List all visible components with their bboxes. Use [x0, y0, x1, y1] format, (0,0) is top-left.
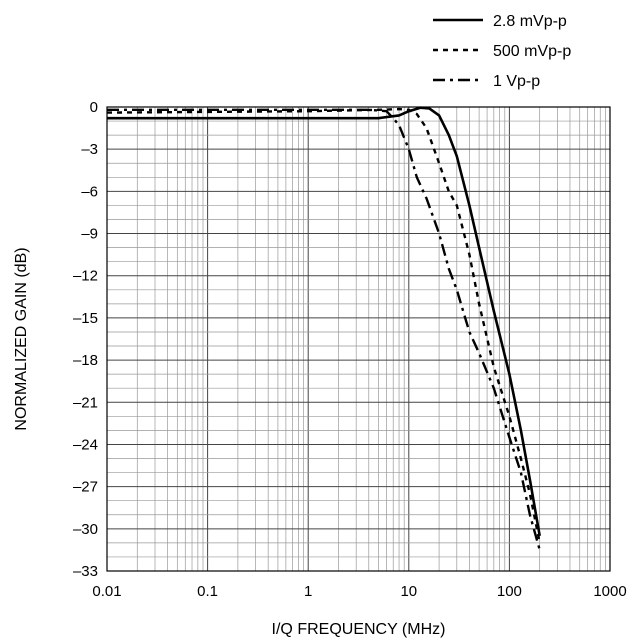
y-tick-label: –24 — [73, 436, 98, 453]
legend: 2.8 mVp-p 500 mVp-p 1 Vp-p — [433, 13, 571, 90]
x-axis-title: I/Q FREQUENCY (MHz) — [272, 621, 446, 638]
plot-frame — [106, 106, 611, 572]
y-tick-label: –21 — [73, 394, 98, 411]
y-tick-label: –27 — [73, 479, 98, 496]
series-line-2 — [106, 107, 541, 544]
x-tick-label: 1000 — [593, 583, 626, 600]
grid-lines — [106, 106, 610, 572]
legend-label-2: 500 mVp-p — [493, 43, 571, 60]
x-tick-label: 1 — [304, 583, 312, 600]
y-tick-label: –15 — [73, 310, 98, 327]
y-tick-label: –9 — [81, 226, 98, 243]
y-tick-label: –6 — [81, 183, 98, 200]
y-tick-label: 0 — [90, 99, 98, 116]
legend-label-1: 2.8 mVp-p — [493, 13, 567, 30]
y-tick-label: –30 — [73, 521, 98, 538]
x-tick-label: 0.01 — [92, 583, 121, 600]
series-lines — [106, 106, 541, 551]
legend-label-3: 1 Vp-p — [493, 73, 540, 90]
x-tick-label: 10 — [400, 583, 417, 600]
y-axis-title: NORMALIZED GAIN (dB) — [13, 247, 30, 430]
y-tick-label: –33 — [73, 563, 98, 580]
y-tick-label: –3 — [81, 141, 98, 158]
plot-border — [106, 106, 611, 572]
tick-labels: 0.01 0.1 1 10 100 1000 0 –3 –6 –9 –12 –15 –18 –21 –24 –… — [73, 99, 627, 600]
y-tick-label: –12 — [73, 268, 98, 285]
x-tick-label: 0.1 — [197, 583, 218, 600]
series-line-3 — [107, 108, 541, 551]
y-tick-label: –18 — [73, 352, 98, 369]
series-line-1 — [107, 106, 541, 537]
x-tick-label: 100 — [497, 583, 522, 600]
